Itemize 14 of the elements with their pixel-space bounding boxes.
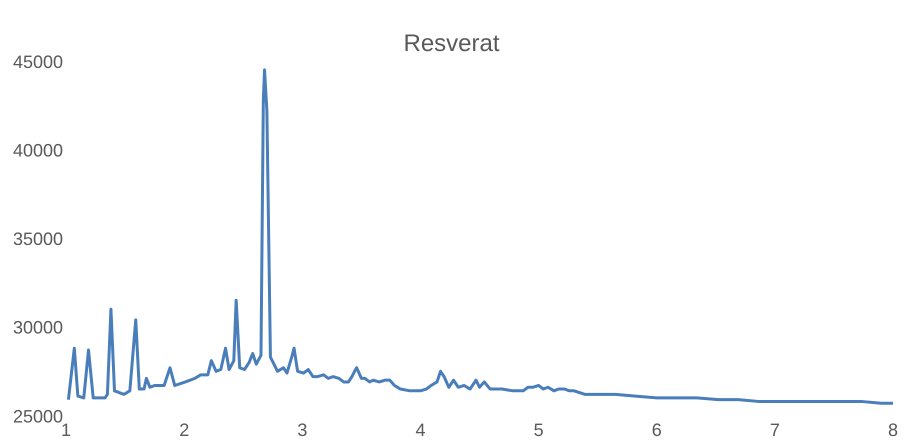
x-tick-label: 8 xyxy=(888,420,898,440)
x-tick-label: 5 xyxy=(534,420,544,440)
x-tick-label: 6 xyxy=(652,420,662,440)
y-tick-label: 40000 xyxy=(12,140,64,160)
x-tick-label: 4 xyxy=(415,420,426,440)
y-tick-label: 25000 xyxy=(12,406,64,426)
x-tick-label: 1 xyxy=(61,420,72,440)
y-tick-label: 35000 xyxy=(12,229,64,250)
x-tick-label: 7 xyxy=(770,420,780,440)
chart-title: Resverat xyxy=(403,30,500,58)
x-tick-label: 2 xyxy=(179,420,190,440)
y-tick-label: 30000 xyxy=(12,318,64,338)
y-tick-label: 45000 xyxy=(12,52,64,72)
x-tick-label: 3 xyxy=(297,420,308,440)
